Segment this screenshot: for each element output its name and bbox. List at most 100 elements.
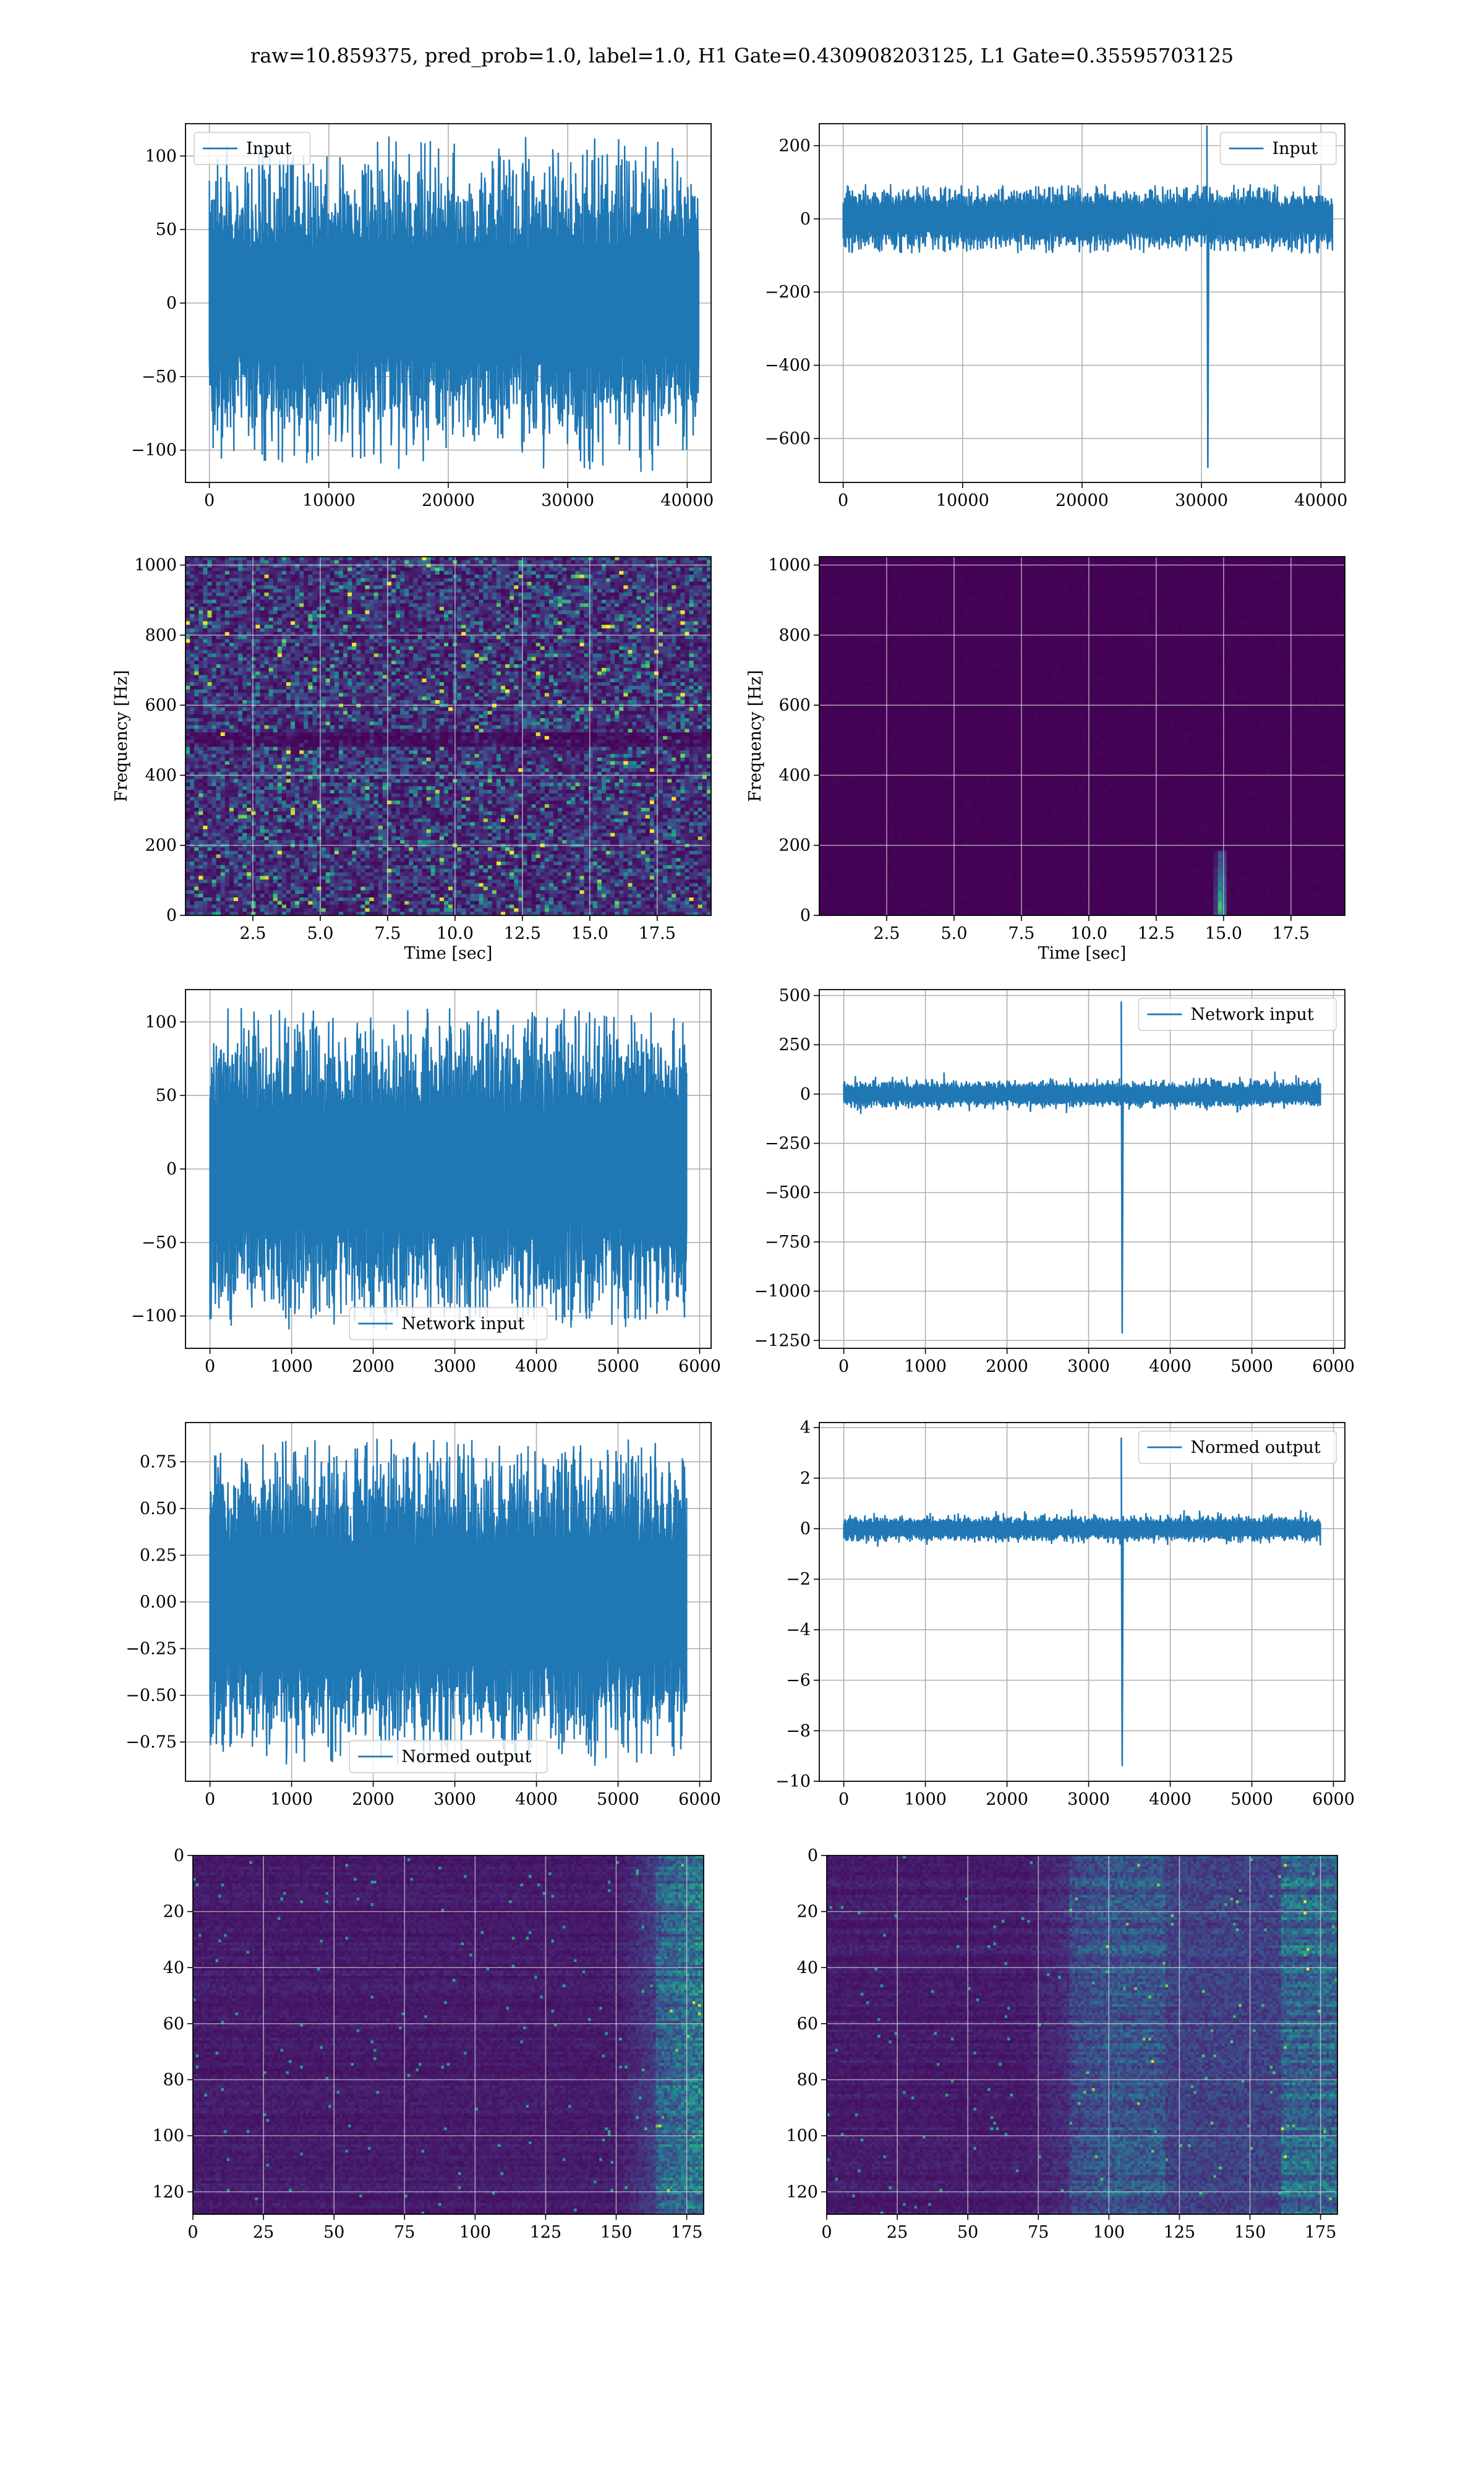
h1-feature-map-xtick-label-4: 100 [459,2223,492,2242]
h1-spectrogram-ytick-label-1: 200 [145,836,177,855]
h1-spectrogram-xtick-label-4: 12.5 [504,924,541,943]
h1-network-input-xtick-label-6: 6000 [678,1357,721,1376]
l1-input-xtick-label-4: 40000 [1294,491,1347,510]
h1-network-input-xtick-label-0: 0 [205,1357,215,1376]
h1-normed-output-ytick-label-4: −0.25 [126,1640,177,1659]
l1-spectrogram-xtick-label-4: 12.5 [1138,924,1175,943]
h1-feature-map-xtick-label-0: 0 [187,2223,198,2242]
h1-input-xtick-label-1: 10000 [302,491,356,510]
l1-network-input-panel: 0 1000 2000 3000 4000 5000 60005002500−250−500… [754,987,1355,1376]
l1-feature-map-ytick-label-5: 100 [786,2126,818,2146]
l1-input-ytick-label-2: −200 [765,283,811,302]
h1-input-legend: Input [194,132,310,165]
h1-feature-map-xtick-label-2: 50 [323,2223,344,2242]
l1-spectrogram-panel: 2.5 5.0 7.5 10.0 12.5 15.0 17.5020040060080010… [746,556,1345,963]
l1-feature-map-ytick-label-3: 60 [797,2014,818,2034]
h1-spectrogram-xtick-label-2: 7.5 [374,924,401,943]
h1-feature-map-xtick-label-7: 175 [671,2223,703,2242]
h1-normed-output-ytick-label-2: 0.25 [140,1546,177,1565]
h1-network-input-xtick-label-5: 5000 [597,1357,639,1376]
h1-spectrogram-ytick-label-2: 400 [145,766,177,785]
l1-input-legend: Input [1221,132,1337,165]
l1-spectrogram-ytick-label-4: 800 [778,626,811,645]
l1-network-input-xtick-label-2: 2000 [986,1357,1028,1376]
h1-normed-output-plot-area [186,1423,711,1781]
l1-normed-output-xtick-label-6: 6000 [1312,1790,1355,1809]
l1-network-input-ytick-label-2: 0 [800,1085,811,1104]
h1-input-xtick-label-2: 20000 [422,491,475,510]
l1-spectrogram-ytick-label-5: 1000 [768,556,811,575]
h1-normed-output-ytick-label-5: −0.50 [126,1686,177,1705]
h1-spectrogram-xtick-label-0: 2.5 [239,924,266,943]
l1-spectrogram-ylabel: Frequency [Hz] [746,670,765,802]
l1-network-input-xtick-label-1: 1000 [904,1357,947,1376]
l1-input-xtick-label-0: 0 [838,491,848,510]
h1-feature-map-ytick-label-5: 100 [152,2126,184,2146]
l1-spectrogram-xtick-label-1: 5.0 [940,924,967,943]
l1-network-input-ytick-label-6: −1000 [754,1282,811,1301]
l1-input-legend-label: Input [1273,139,1318,158]
l1-feature-map-xtick-label-3: 75 [1028,2223,1049,2242]
l1-normed-output-ytick-label-5: −6 [786,1671,811,1690]
h1-network-input-ytick-label-3: −50 [142,1233,177,1252]
l1-normed-output-xtick-label-2: 2000 [986,1790,1028,1809]
h1-feature-map-ytick-label-2: 40 [163,1958,184,1977]
h1-network-input-legend-label: Network input [401,1314,524,1333]
l1-normed-output-panel: 0 1000 2000 3000 4000 5000 6000420−2−4−6−8−10N… [775,1418,1355,1809]
figure-title: raw=10.859375, pred_prob=1.0, label=1.0,… [250,44,1234,67]
h1-normed-output-ytick-label-6: −0.75 [126,1733,177,1752]
l1-input-ytick-label-3: −400 [765,356,811,375]
h1-spectrogram-xtick-label-5: 15.0 [571,924,608,943]
l1-normed-output-ytick-label-6: −8 [786,1721,811,1740]
l1-spectrogram-xtick-label-3: 10.0 [1070,924,1107,943]
l1-normed-output-xtick-label-1: 1000 [904,1790,947,1809]
h1-spectrogram-image [186,557,712,916]
l1-feature-map-ytick-label-1: 20 [797,1903,818,1922]
h1-network-input-plot-area [186,990,711,1348]
l1-normed-output-ytick-label-3: −2 [786,1570,811,1589]
h1-input-legend-label: Input [246,139,292,158]
l1-normed-output-legend-label: Normed output [1191,1438,1321,1457]
l1-network-input-legend-label: Network input [1191,1005,1314,1024]
h1-feature-map-xtick-label-1: 25 [253,2223,274,2242]
h1-feature-map-ytick-label-0: 0 [174,1846,184,1865]
l1-spectrogram-ytick-label-0: 0 [800,906,811,925]
l1-feature-map-ytick-label-0: 0 [808,1846,818,1865]
l1-input-xtick-label-1: 10000 [936,491,989,510]
h1-spectrogram-xlabel: Time [sec] [404,944,493,963]
l1-feature-map-ytick-label-6: 120 [786,2183,818,2202]
l1-network-input-ytick-label-0: 500 [778,987,811,1006]
h1-spectrogram-ytick-label-5: 1000 [134,556,177,575]
l1-input-xtick-label-3: 30000 [1175,491,1228,510]
h1-input-ytick-label-3: −50 [142,367,177,387]
l1-normed-output-ytick-label-7: −10 [775,1772,811,1791]
l1-normed-output-ytick-label-4: −4 [786,1620,811,1640]
h1-normed-output-xtick-label-4: 4000 [515,1790,558,1809]
l1-network-input-ytick-label-4: −500 [765,1183,811,1202]
l1-input-ytick-label-1: 0 [800,210,811,229]
h1-feature-map-xtick-label-3: 75 [394,2223,415,2242]
h1-normed-output-xtick-label-2: 2000 [352,1790,394,1809]
l1-normed-output-legend: Normed output [1139,1431,1337,1463]
l1-normed-output-ytick-label-1: 2 [800,1469,811,1488]
l1-network-input-legend: Network input [1139,998,1337,1030]
h1-feature-map-image [193,1856,704,2215]
h1-input-plot-area [186,124,711,482]
l1-spectrogram-xtick-label-2: 7.5 [1008,924,1034,943]
h1-network-input-xtick-label-3: 3000 [433,1357,476,1376]
h1-feature-map-ytick-label-3: 60 [163,2014,184,2034]
h1-feature-map-ytick-label-1: 20 [163,1903,184,1922]
l1-spectrogram-xtick-label-6: 17.5 [1273,924,1310,943]
h1-spectrogram-ytick-label-4: 800 [145,626,177,645]
h1-normed-output-xtick-label-6: 6000 [678,1790,721,1809]
l1-spectrogram-ytick-label-3: 600 [778,696,811,715]
h1-network-input-legend: Network input [349,1308,547,1340]
h1-network-input-xtick-label-2: 2000 [352,1357,394,1376]
h1-normed-output-xtick-label-3: 3000 [433,1790,476,1809]
l1-input-panel: 0 10000 20000 30000 400002000−200−400−600Inp… [765,124,1347,510]
h1-feature-map-xtick-label-5: 125 [530,2223,562,2242]
h1-input-xtick-label-3: 30000 [541,491,594,510]
h1-spectrogram-xtick-label-3: 10.0 [437,924,474,943]
